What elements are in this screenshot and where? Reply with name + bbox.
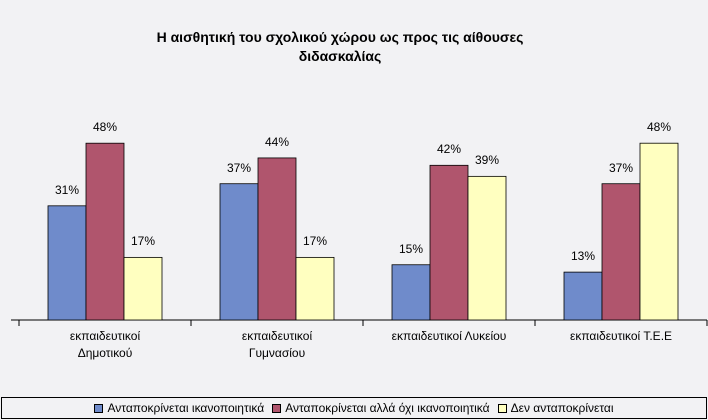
legend-item: Ανταποκρίνεται ικανοποιητικά (94, 401, 264, 415)
value-label: 37% (226, 160, 252, 175)
bar (295, 256, 335, 321)
bar (391, 264, 431, 321)
bar (47, 205, 87, 321)
bar (429, 164, 469, 321)
value-label: 31% (54, 182, 80, 197)
x-tick-label: εκπαιδευτικοί Δημοτικού (69, 329, 141, 360)
legend-item: Δεν ανταποκρίνεται (497, 401, 614, 415)
value-label: 13% (570, 249, 596, 264)
value-label: 48% (646, 120, 672, 135)
x-tick-label: εκπαιδευτικοί Τ.Ε.Ε (569, 329, 673, 343)
value-label: 17% (302, 234, 328, 249)
value-label: 44% (264, 134, 290, 149)
bar (601, 183, 641, 321)
x-tick-label: εκπαιδευτικοί Γυμνασίου (241, 329, 313, 360)
bar (467, 175, 507, 321)
x-tick-label: εκπαιδευτικοί Λυκείου (391, 329, 507, 343)
legend-label: Δεν ανταποκρίνεται (510, 401, 614, 415)
legend: Ανταποκρίνεται ικανοποιητικά Ανταποκρίνετ… (1, 397, 707, 419)
value-label: 48% (92, 120, 118, 135)
value-label: 17% (130, 234, 156, 249)
legend-swatch (94, 403, 104, 413)
value-label: 42% (436, 142, 462, 157)
bar (85, 142, 125, 321)
chart-title: Η αισθητική του σχολικού χώρου ως προς τ… (156, 29, 524, 64)
bar (219, 183, 259, 321)
legend-label: Ανταποκρίνεται ικανοποιητικά (107, 401, 265, 415)
legend-swatch (497, 403, 507, 413)
bar (563, 271, 603, 321)
legend-swatch (272, 403, 282, 413)
legend-item: Ανταποκρίνεται αλλά όχι ικανοποιητικά (272, 401, 490, 415)
value-label: 37% (608, 160, 634, 175)
legend-label: Ανταποκρίνεται αλλά όχι ικανοποιητικά (285, 401, 490, 415)
bar (123, 256, 163, 321)
value-label: 39% (474, 153, 500, 168)
bar (639, 142, 679, 321)
bar (257, 157, 297, 321)
value-label: 15% (398, 241, 424, 256)
